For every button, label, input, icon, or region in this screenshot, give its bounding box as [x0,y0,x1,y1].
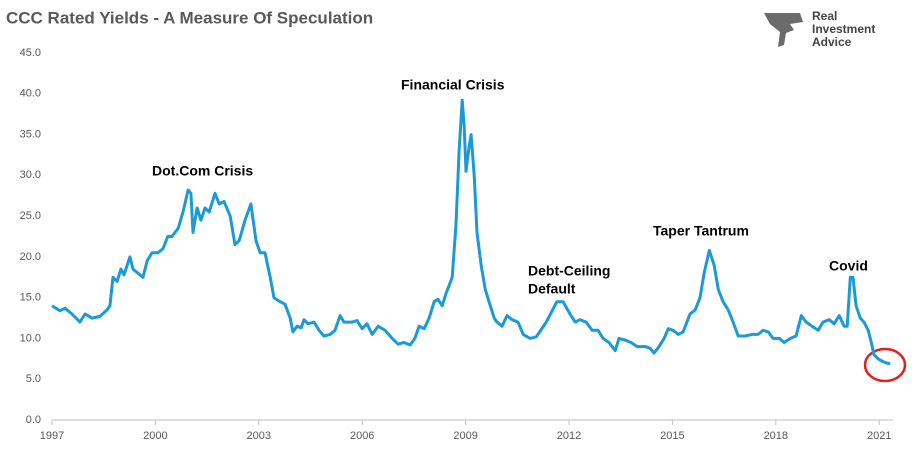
x-tick-label: 2000 [143,430,167,442]
logo-icon [764,13,803,47]
x-tick-label: 2003 [247,430,271,442]
logo: Real Investment Advice [764,9,875,49]
y-tick-label: 5.0 [26,373,41,385]
highlight-circle [863,347,907,383]
annotation: Default [528,281,576,297]
y-tick-label: 0.0 [26,414,41,426]
x-tick-label: 2006 [350,430,374,442]
chart-title: CCC Rated Yields - A Measure Of Speculat… [6,8,373,27]
y-tick-label: 10.0 [20,332,41,344]
x-tick-label: 2018 [764,430,788,442]
y-tick-label: 25.0 [20,210,41,222]
x-tick-label: 2015 [660,430,684,442]
series-line [51,98,891,366]
x-tick-label: 2021 [867,430,891,442]
logo-text: Real [812,9,837,23]
y-tick-label: 35.0 [20,128,41,140]
y-tick-label: 45.0 [20,47,41,59]
annotation: Covid [829,258,868,274]
x-tick-label: 2009 [453,430,477,442]
y-tick-label: 15.0 [20,292,41,304]
logo-text: Advice [812,35,852,49]
x-tick-label: 2012 [557,430,581,442]
annotation: Taper Tantrum [653,223,749,239]
annotation: Debt-Ceiling [528,263,610,279]
y-tick-label: 40.0 [20,88,41,100]
y-tick-label: 20.0 [20,251,41,263]
annotation: Dot.Com Crisis [152,163,253,179]
logo-text: Investment [812,22,875,36]
y-tick-label: 30.0 [20,169,41,181]
x-tick-label: 1997 [40,430,64,442]
annotation: Financial Crisis [401,77,505,93]
